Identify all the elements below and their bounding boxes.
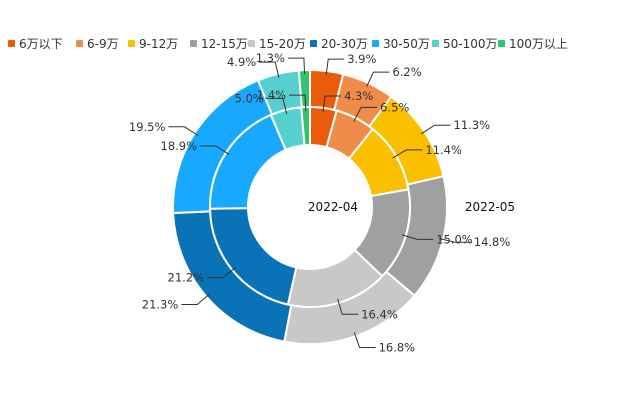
inner-label-8: 1.4%: [257, 88, 286, 102]
outer-label-2: 11.3%: [454, 118, 491, 132]
data-labels: 4.3% 6.5% 11.4% 15.0% 16.4% 21.2% 18.9% 5.0%1.4…: [129, 51, 510, 354]
outer-leader-6: [168, 126, 199, 136]
inner-leader-3: [401, 234, 434, 240]
outer-leader-4: [353, 332, 376, 349]
outer-label-8: 1.3%: [256, 51, 285, 65]
outer-label-0: 3.9%: [347, 52, 376, 66]
legend-swatch-8[interactable]: [498, 40, 505, 47]
outer-label-1: 6.2%: [392, 65, 421, 79]
legend-swatch-5[interactable]: [310, 40, 317, 47]
legend-label-6[interactable]: 30-50万: [383, 37, 430, 51]
inner-label-2: 11.4%: [425, 143, 462, 157]
legend-label-7[interactable]: 50-100万: [443, 37, 498, 51]
outer-label-7: 4.9%: [227, 55, 256, 69]
outer-label-4: 16.8%: [379, 341, 416, 355]
outer-leader-3: [439, 237, 471, 243]
legend: 6万以下 6-9万 9-12万 12-15万 15-20万 20-30万 30-50万 50-…: [8, 37, 568, 51]
outer-leader-0: [325, 58, 345, 76]
outer-slice-8[interactable]: [297, 68, 311, 109]
legend-label-3[interactable]: 12-15万: [201, 37, 248, 51]
inner-leader-6: [200, 145, 230, 156]
inner-leader-2: [392, 149, 423, 159]
legend-label-4[interactable]: 15-20万: [259, 37, 306, 51]
outer-leader-1: [366, 71, 390, 87]
legend-swatch-1[interactable]: [76, 40, 83, 47]
inner-leader-7: [266, 97, 288, 114]
outer-series-name: 2022-05: [465, 200, 515, 214]
outer-label-5: 21.3%: [142, 297, 179, 311]
legend-label-0[interactable]: 6万以下: [19, 37, 63, 51]
legend-label-1[interactable]: 6-9万: [87, 37, 119, 51]
inner-label-6: 18.9%: [161, 139, 198, 153]
inner-slice-8[interactable]: [300, 105, 311, 147]
legend-swatch-3[interactable]: [190, 40, 197, 47]
inner-label-3: 15.0%: [436, 232, 473, 246]
inner-label-5: 21.2%: [168, 271, 205, 285]
outer-leader-2: [420, 124, 451, 135]
inner-label-1: 6.5%: [380, 100, 409, 114]
inner-ring-2022-04: [208, 105, 411, 308]
inner-label-7: 5.0%: [235, 91, 264, 105]
legend-swatch-0[interactable]: [8, 40, 15, 47]
outer-leader-8: [287, 57, 306, 75]
legend-swatch-2[interactable]: [128, 40, 135, 47]
legend-label-5[interactable]: 20-30万: [321, 37, 368, 51]
legend-swatch-6[interactable]: [372, 40, 379, 47]
inner-label-4: 16.4%: [361, 307, 398, 321]
outer-leader-7: [259, 61, 280, 78]
inner-leader-8: [289, 94, 307, 112]
legend-swatch-4[interactable]: [248, 40, 255, 47]
legend-swatch-7[interactable]: [432, 40, 439, 47]
inner-leader-1: [353, 106, 378, 122]
inner-leader-0: [322, 95, 342, 112]
outer-label-6: 19.5%: [129, 120, 166, 134]
outer-leader-5: [181, 293, 210, 305]
outer-label-3: 14.8%: [474, 235, 511, 249]
inner-leader-5: [207, 267, 236, 279]
legend-label-8[interactable]: 100万以上: [509, 37, 568, 51]
inner-leader-4: [337, 298, 359, 315]
inner-series-name: 2022-04: [308, 200, 358, 214]
inner-label-0: 4.3%: [344, 89, 373, 103]
legend-label-2[interactable]: 9-12万: [139, 37, 178, 51]
